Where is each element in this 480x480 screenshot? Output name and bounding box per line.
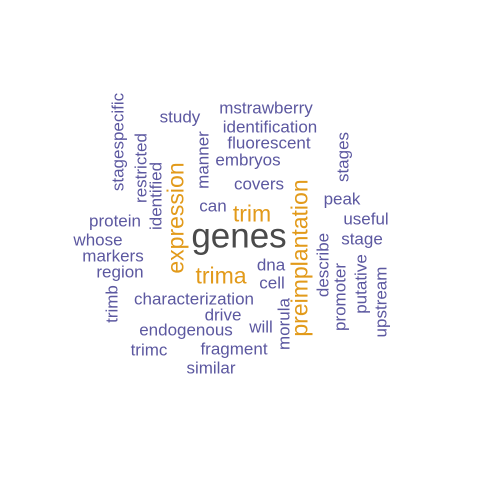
word-promoter: promoter <box>330 262 350 332</box>
word-characterization: characterization <box>133 289 255 309</box>
word-fluorescent: fluorescent <box>227 133 311 153</box>
word-embryos: embryos <box>215 150 281 170</box>
word-putative: putative <box>351 254 371 314</box>
word-can: can <box>199 196 227 216</box>
word-similar: similar <box>186 358 236 378</box>
word-manner: manner <box>193 131 213 189</box>
word-region: region <box>96 262 144 282</box>
word-trima: trima <box>195 262 247 289</box>
word-upstream: upstream <box>371 266 391 338</box>
word-useful: useful <box>343 209 389 229</box>
word-expression: expression <box>162 162 189 274</box>
word-dna: dna <box>256 255 286 275</box>
word-fragment: fragment <box>200 339 268 359</box>
word-peak: peak <box>323 189 361 209</box>
word-will: will <box>249 317 273 337</box>
word-morula: morula <box>274 298 294 350</box>
word-trimc: trimc <box>130 340 168 360</box>
word-stages: stages <box>333 131 353 183</box>
word-whose: whose <box>73 230 123 250</box>
word-stage: stage <box>341 229 383 249</box>
word-cell: cell <box>259 273 285 293</box>
word-markers: markers <box>82 246 144 266</box>
word-trimb: trimb <box>102 285 122 323</box>
word-endogenous: endogenous <box>139 320 233 340</box>
word-drive: drive <box>204 305 242 325</box>
word-protein: protein <box>89 211 141 231</box>
word-study: study <box>159 107 201 127</box>
word-trim: trim <box>232 200 272 227</box>
word-mstrawberry: mstrawberry <box>219 98 313 118</box>
word-covers: covers <box>233 174 285 194</box>
word-identification: identification <box>222 117 318 137</box>
word-stagespecific: stagespecific <box>108 92 128 192</box>
word-genes: genes <box>191 216 287 256</box>
word-describe: describe <box>313 232 333 298</box>
